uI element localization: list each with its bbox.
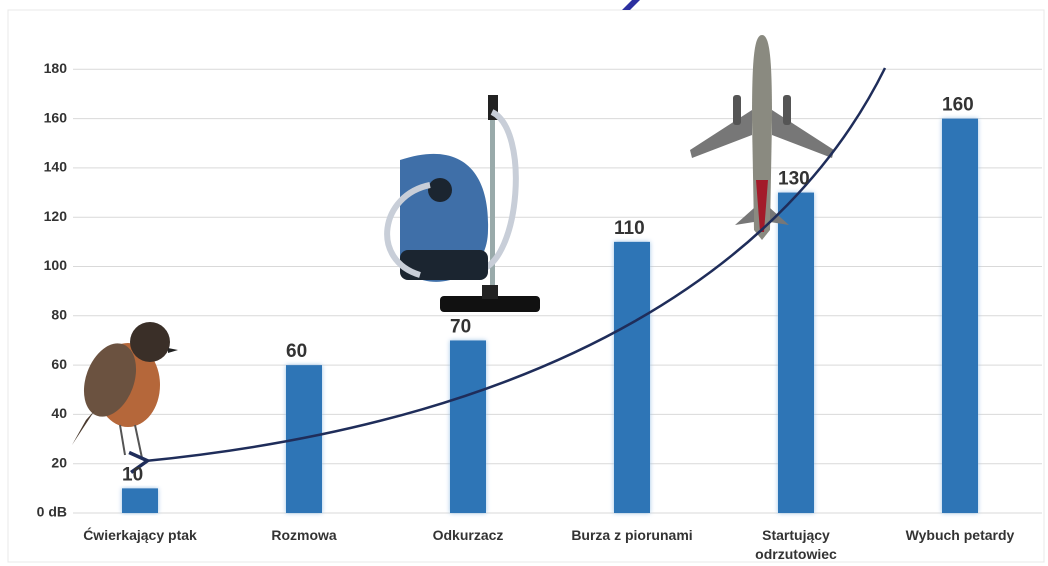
value-label: 70 xyxy=(450,316,471,337)
y-tick-label: 120 xyxy=(44,208,68,224)
y-tick-label: 180 xyxy=(44,60,68,76)
bar xyxy=(614,241,650,513)
plane-illustration xyxy=(690,35,834,240)
value-label: 110 xyxy=(614,218,645,239)
y-tick-label: 60 xyxy=(51,356,67,372)
x-tick-label: Ćwierkający ptak xyxy=(83,527,197,543)
vacuum-illustration xyxy=(384,95,540,312)
x-tick-label: Wybuch petardy xyxy=(905,527,1015,543)
value-label: 130 xyxy=(778,169,810,190)
y-tick-label: 0 dB xyxy=(37,504,67,520)
x-tick-label: Startujący odrzutowiec xyxy=(755,527,837,562)
x-tick-label: Rozmowa xyxy=(271,527,337,543)
y-tick-label: 160 xyxy=(44,109,68,125)
x-tick-label: Odkurzacz xyxy=(432,527,504,543)
y-tick-label: 80 xyxy=(51,307,67,323)
bar xyxy=(942,118,978,513)
y-tick-label: 140 xyxy=(44,159,68,175)
x-tick-label: Burza z piorunami xyxy=(571,527,693,543)
value-label: 60 xyxy=(286,341,307,362)
bar xyxy=(450,340,486,513)
value-label: 10 xyxy=(122,464,143,485)
bar xyxy=(122,488,158,513)
bird-illustration xyxy=(72,322,178,459)
plot-frame xyxy=(7,9,1045,563)
bar xyxy=(778,192,814,514)
decoration xyxy=(622,0,640,10)
value-label: 160 xyxy=(942,95,974,116)
y-tick-label: 40 xyxy=(51,405,67,421)
y-tick-label: 100 xyxy=(44,257,68,273)
y-tick-label: 20 xyxy=(51,454,67,470)
trend-arrow xyxy=(145,67,887,461)
